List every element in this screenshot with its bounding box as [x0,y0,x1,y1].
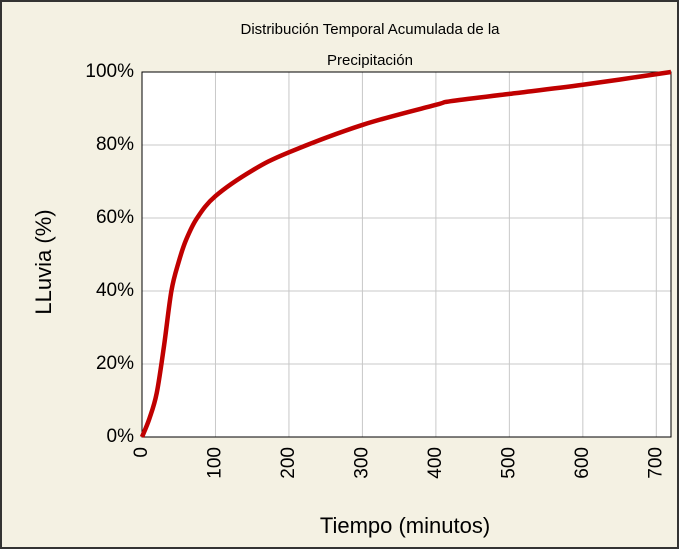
x-tick-label: 400 [425,447,446,479]
y-tick-label: 80% [96,134,134,155]
x-tick-label: 500 [498,447,519,479]
plot-area [142,72,671,437]
x-tick-label: 200 [278,447,299,479]
data-line [139,69,672,438]
x-tick-label: 0 [131,447,152,458]
chart-title: Distribución Temporal Acumulada de la [240,21,500,38]
plot-border [141,71,672,438]
x-tick-label: 100 [204,447,225,479]
x-tick-label: 600 [572,447,593,479]
x-axis-label: Tiempo (minutos) [320,513,490,538]
y-tick-label: 60% [96,207,134,228]
y-tick-label: 100% [85,61,134,82]
chart-title: Precipitación [327,52,413,69]
y-tick-label: 20% [96,353,134,374]
y-tick-label: 40% [96,280,134,301]
y-tick-label: 0% [107,426,135,447]
x-tick-label: 700 [645,447,666,479]
y-axis-label: LLuvia (%) [31,209,56,314]
x-tick-label: 300 [351,447,372,479]
